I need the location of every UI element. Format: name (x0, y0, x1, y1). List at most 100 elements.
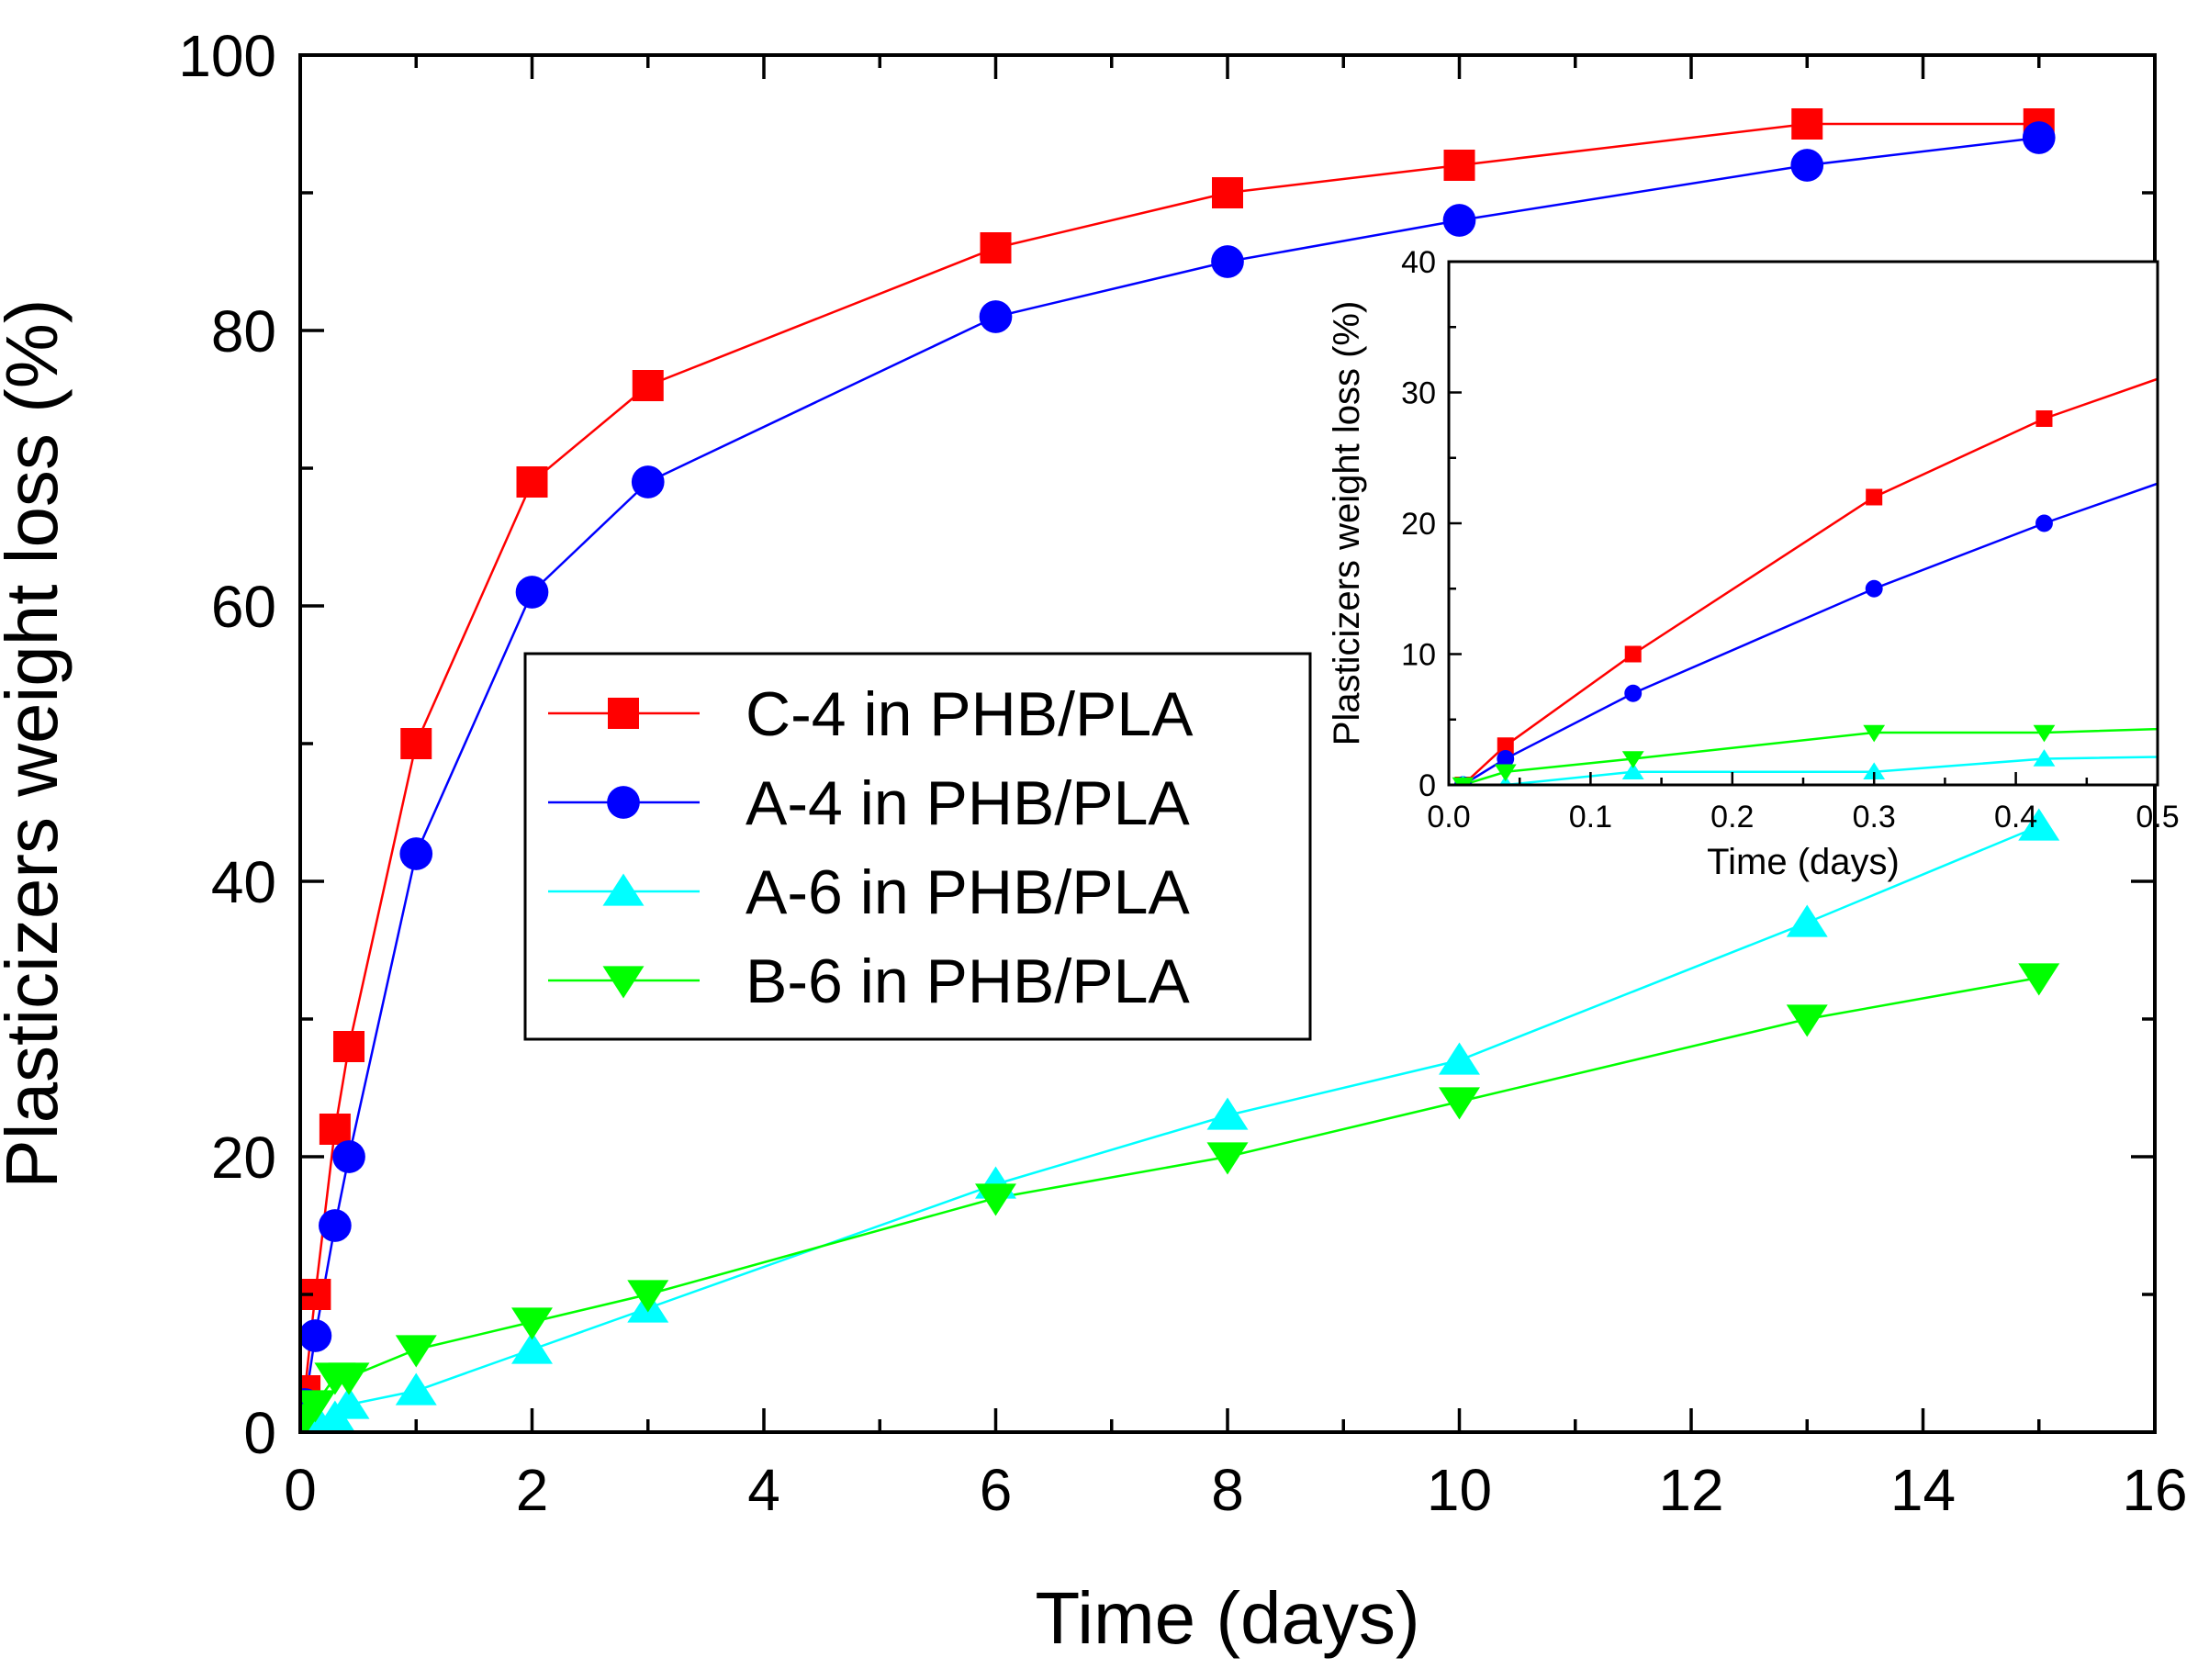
inset-y-axis-title: Plasticizers weight loss (%) (1327, 301, 1367, 746)
data-point-c-4-in-phb-pla (1497, 737, 1514, 755)
x-tick-label: 6 (980, 1457, 1013, 1523)
data-point-b-6-in-phb-pla (1494, 764, 1517, 782)
x-tick-label: 0.2 (1710, 800, 1754, 834)
data-point-c-4-in-phb-pla (980, 232, 1012, 263)
data-point-c-4-in-phb-pla (1443, 150, 1475, 181)
data-point-b-6-in-phb-pla (1863, 724, 1886, 743)
data-point-a-4-in-phb-pla (1442, 204, 1476, 237)
x-tick-label: 16 (2122, 1457, 2187, 1523)
legend: C-4 in PHB/PLA A-4 in PHB/PLA A-6 in PHB/P… (523, 652, 1312, 1041)
data-point-b-6-in-phb-pla (1452, 777, 1475, 785)
series-line-b-6-in-phb-pla (1463, 727, 2158, 785)
main-y-axis-title: Plasticizers weight loss (%) (0, 298, 73, 1188)
data-point-a-6-in-phb-pla (511, 1331, 553, 1364)
data-point-a-4-in-phb-pla (1624, 684, 1643, 702)
data-point-c-4-in-phb-pla (400, 728, 432, 759)
data-point-a-4-in-phb-pla (979, 300, 1013, 333)
data-point-b-6-in-phb-pla (300, 1390, 336, 1423)
data-point-b-6-in-phb-pla (975, 1183, 1016, 1216)
legend-marker (608, 698, 639, 729)
y-tick-label: 0 (1418, 768, 1436, 803)
data-point-c-4-in-phb-pla (1212, 177, 1243, 208)
y-tick-label: 10 (1401, 638, 1436, 673)
x-tick-label: 0 (284, 1457, 317, 1523)
data-point-b-6-in-phb-pla (2033, 724, 2056, 743)
inset-plot: 0.0 0.1 0.2 0.3 0.4 0.5 0 10 20 30 40 Time (days) Pl… (1327, 245, 2180, 882)
legend-item-b-6-in-phb-pla: B-6 in PHB/PLA (548, 946, 1190, 1016)
legend-label: A-6 in PHB/PLA (746, 857, 1190, 927)
data-point-a-4-in-phb-pla (631, 465, 665, 498)
y-tick-label: 100 (178, 23, 276, 89)
x-tick-label: 0.3 (1853, 800, 1896, 834)
y-tick-label: 20 (211, 1125, 276, 1191)
legend-item-a-4-in-phb-pla: A-4 in PHB/PLA (548, 768, 1190, 838)
legend-item-c-4-in-phb-pla: C-4 in PHB/PLA (548, 679, 1194, 749)
x-tick-label: 0.5 (2136, 800, 2179, 834)
inset-x-axis-title: Time (days) (1707, 842, 1900, 882)
data-point-c-4-in-phb-pla (516, 466, 548, 498)
data-point-a-4-in-phb-pla (2035, 514, 2053, 532)
data-point-a-4-in-phb-pla (319, 1209, 352, 1242)
data-point-a-4-in-phb-pla (2022, 121, 2056, 154)
main-x-axis-title: Time (days) (1035, 1577, 1419, 1659)
data-point-c-4-in-phb-pla (1624, 645, 1642, 663)
data-point-a-4-in-phb-pla (1790, 149, 1824, 182)
data-point-c-4-in-phb-pla (2035, 410, 2053, 427)
data-point-a-6-in-phb-pla (1439, 1042, 1480, 1075)
data-point-b-6-in-phb-pla (1206, 1142, 1249, 1175)
y-tick-label: 40 (1401, 245, 1436, 280)
legend-label: A-4 in PHB/PLA (746, 768, 1190, 838)
y-tick-label: 30 (1401, 376, 1436, 411)
data-point-c-4-in-phb-pla (1791, 108, 1823, 140)
x-tick-label: 10 (1427, 1457, 1492, 1523)
data-point-c-4-in-phb-pla (319, 1114, 351, 1145)
data-point-b-6-in-phb-pla (395, 1335, 437, 1368)
data-point-b-6-in-phb-pla (1621, 751, 1644, 768)
data-point-a-6-in-phb-pla (328, 1386, 370, 1419)
data-point-b-6-in-phb-pla (511, 1307, 553, 1340)
y-tick-label: 20 (1401, 507, 1436, 542)
legend-label: B-6 in PHB/PLA (746, 946, 1190, 1016)
x-tick-label: 12 (1658, 1457, 1723, 1523)
series-line-c-4-in-phb-pla (303, 122, 2039, 1392)
data-point-a-4-in-phb-pla (332, 1140, 365, 1173)
y-tick-label: 40 (211, 849, 276, 915)
series-line-a-6-in-phb-pla (1463, 756, 2158, 785)
x-tick-label: 2 (516, 1457, 549, 1523)
y-tick-label: 60 (211, 574, 276, 640)
legend-label: C-4 in PHB/PLA (746, 679, 1194, 749)
data-point-a-4-in-phb-pla (1497, 750, 1515, 767)
x-tick-label: 0.0 (1427, 800, 1470, 834)
x-tick-label: 0.4 (1994, 800, 2037, 834)
y-tick-label: 80 (211, 298, 276, 364)
x-tick-label: 8 (1211, 1457, 1244, 1523)
inset-series (1452, 377, 2158, 785)
data-point-b-6-in-phb-pla (1786, 1004, 1828, 1037)
legend-box (523, 652, 1312, 1041)
data-point-a-6-in-phb-pla (2033, 749, 2056, 767)
data-point-a-4-in-phb-pla (399, 837, 433, 870)
data-point-a-6-in-phb-pla (1786, 904, 1828, 937)
data-point-b-6-in-phb-pla (627, 1280, 669, 1313)
data-point-a-4-in-phb-pla (1211, 245, 1244, 278)
data-point-a-6-in-phb-pla (1863, 762, 1886, 780)
data-point-a-4-in-phb-pla (300, 1319, 332, 1352)
x-tick-label: 4 (747, 1457, 780, 1523)
data-point-a-6-in-phb-pla (395, 1372, 437, 1406)
data-point-a-6-in-phb-pla (2018, 808, 2060, 841)
data-point-b-6-in-phb-pla (328, 1362, 370, 1395)
data-point-c-4-in-phb-pla (1866, 488, 1883, 506)
legend-marker (602, 966, 645, 999)
main-series (300, 108, 2060, 1432)
data-point-a-4-in-phb-pla (515, 576, 549, 609)
data-point-c-4-in-phb-pla (632, 370, 664, 401)
data-point-b-6-in-phb-pla (1439, 1087, 1480, 1120)
legend-marker (607, 786, 640, 819)
legend-marker (602, 873, 645, 906)
data-point-a-6-in-phb-pla (1206, 1097, 1249, 1130)
y-tick-label: 0 (243, 1400, 276, 1466)
legend-item-a-6-in-phb-pla: A-6 in PHB/PLA (548, 857, 1190, 927)
data-point-b-6-in-phb-pla (2018, 963, 2060, 996)
